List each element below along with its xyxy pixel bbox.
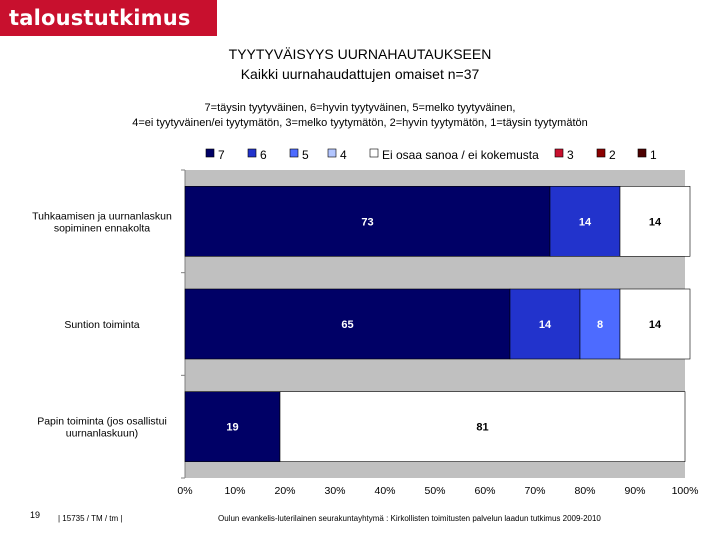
footer-code: | 15735 / TM / tm | — [58, 514, 123, 523]
data-label: 8 — [597, 319, 603, 331]
x-tick-label: 50% — [424, 485, 445, 497]
data-label: 14 — [649, 319, 662, 331]
legend-label: 6 — [260, 148, 267, 162]
bar-segment — [619, 186, 691, 257]
legend-swatch — [247, 148, 257, 158]
legend-swatch — [327, 148, 337, 158]
footer-source: Oulun evankelis-luterilainen seurakuntay… — [218, 514, 601, 523]
x-tick-label: 80% — [574, 485, 595, 497]
category-label: Tuhkaamisen ja uurnanlaskun — [32, 210, 172, 222]
x-tick-label: 90% — [624, 485, 645, 497]
x-tick-label: 100% — [672, 485, 699, 497]
legend-label: 7 — [218, 148, 225, 162]
page-number: 19 — [30, 510, 41, 520]
legend-swatch — [596, 148, 606, 158]
data-label: 65 — [341, 319, 353, 331]
x-tick-label: 0% — [177, 485, 192, 497]
bar-segment — [279, 391, 686, 462]
x-tick-label: 10% — [224, 485, 245, 497]
data-label: 19 — [226, 422, 238, 434]
data-label: 14 — [649, 216, 662, 228]
category-label: Papin toiminta (jos osallistui — [37, 416, 167, 428]
scale-description-line1: 7=täysin tyytyväinen, 6=hyvin tyytyväine… — [204, 102, 516, 114]
bar-segment — [579, 288, 621, 360]
bar-segment — [619, 288, 691, 360]
legend-label: 5 — [302, 148, 309, 162]
x-tick-label: 30% — [324, 485, 345, 497]
data-label: 14 — [539, 319, 552, 331]
data-label: 81 — [476, 422, 488, 434]
category-label: Suntion toiminta — [64, 319, 139, 331]
legend-swatch — [369, 148, 379, 158]
chart-subtitle: Kaikki uurnahaudattujen omaiset n=37 — [240, 66, 480, 82]
legend-swatch — [289, 148, 299, 158]
x-tick-label: 60% — [474, 485, 495, 497]
legend-swatch — [205, 148, 215, 158]
legend-label: 3 — [567, 148, 574, 162]
legend-label: 4 — [340, 148, 347, 162]
scale-description-line2: 4=ei tyytyväinen/ei tyytymätön, 3=melko … — [132, 117, 588, 129]
bar-segment — [184, 391, 281, 462]
data-label: 14 — [579, 216, 592, 228]
bar-segment — [184, 288, 511, 360]
legend-label: 2 — [609, 148, 616, 162]
category-label: sopiminen ennakolta — [54, 222, 150, 234]
category-label: uurnanlaskuun) — [66, 428, 138, 440]
x-tick-label: 70% — [524, 485, 545, 497]
bar-segment — [184, 186, 551, 257]
bar-segment — [509, 288, 581, 360]
legend-label: Ei osaa sanoa / ei kokemusta — [382, 148, 539, 162]
x-tick-label: 20% — [274, 485, 295, 497]
bar-segment — [549, 186, 621, 257]
legend-swatch — [637, 148, 647, 158]
legend-label: 1 — [650, 148, 657, 162]
data-label: 73 — [361, 216, 373, 228]
x-tick-label: 40% — [374, 485, 395, 497]
brand-logo: taloustutkimus oy — [0, 0, 217, 66]
legend-swatch — [554, 148, 564, 158]
chart-title: TYYTYVÄISYYS UURNAHAUTAUKSEEN — [228, 46, 492, 62]
